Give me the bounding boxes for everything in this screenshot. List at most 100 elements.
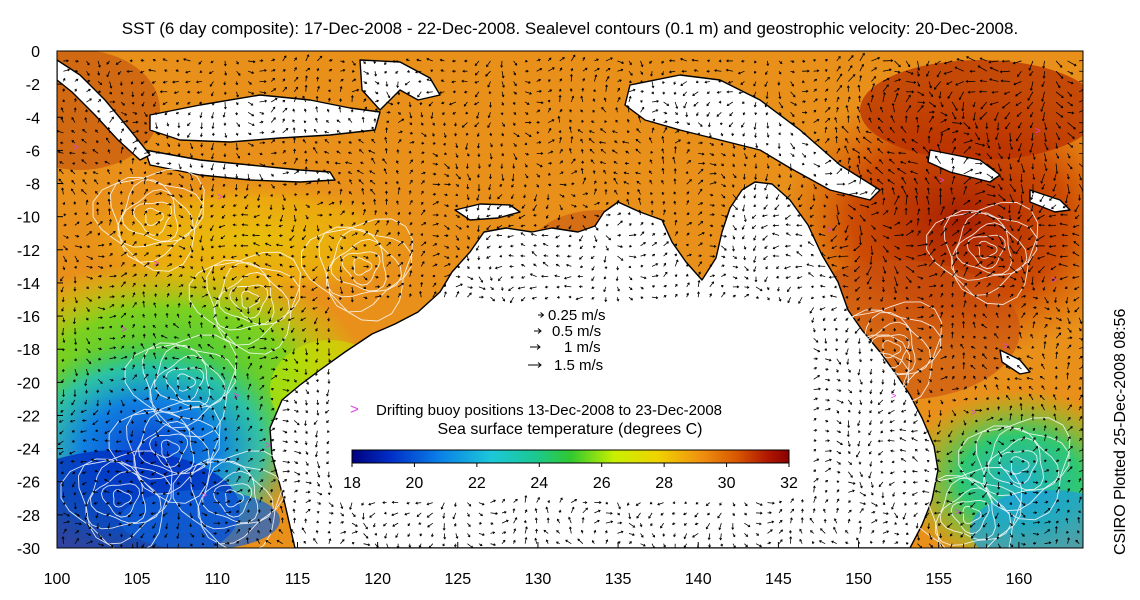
velocity-vector [247,91,255,95]
velocity-vector [856,137,861,144]
velocity-vector [185,70,191,74]
velocity-vector [605,84,608,92]
sealevel-contour [112,489,132,508]
velocity-vector [1078,108,1083,113]
velocity-vector [882,59,894,63]
velocity-vector [879,106,884,113]
velocity-vector [673,91,677,96]
velocity-vector [421,141,425,145]
velocity-vector [190,142,194,150]
velocity-vector [904,115,908,123]
velocity-vector [742,112,746,116]
velocity-vector [126,69,133,73]
velocity-vector [187,101,191,105]
velocity-vector [569,119,572,123]
velocity-vector [1009,132,1012,143]
velocity-vector [85,109,88,113]
velocity-vector [210,112,214,119]
velocity-vector [177,132,180,137]
velocity-vector [1002,101,1011,109]
velocity-vector [418,80,422,83]
velocity-vector [859,52,865,62]
velocity-vector [1067,142,1074,148]
velocity-vector [476,112,480,119]
velocity-vector [548,119,555,123]
velocity-vector [282,69,286,72]
velocity-vector [726,90,733,94]
velocity-vector [513,71,517,76]
velocity-vector [974,122,979,130]
velocity-vector [462,69,468,73]
velocity-vector [62,88,66,92]
velocity-vector [461,122,468,128]
velocity-vector [189,461,193,465]
velocity-vector [340,68,346,72]
velocity-vector [348,118,353,123]
velocity-vector [117,70,122,75]
sealevel-contour [854,311,932,381]
velocity-vector [97,109,100,113]
velocity-vector [581,87,585,92]
velocity-vector [1005,122,1011,130]
velocity-vector [248,60,256,64]
velocity-vector [177,143,181,148]
velocity-vector [247,81,252,85]
velocity-vector [131,101,135,105]
velocity-vector [415,70,422,74]
velocity-vector [500,143,504,147]
velocity-vector [753,81,757,87]
velocity-vector [305,67,311,72]
velocity-vector [951,101,958,111]
velocity-vector [878,126,884,134]
velocity-vector [882,84,889,93]
velocity-vector [737,70,745,75]
velocity-vector [682,91,688,97]
velocity-vector [604,120,607,123]
velocity-vector [790,101,797,106]
velocity-vector [905,94,911,103]
velocity-vector [900,126,907,134]
velocity-vector [501,91,505,98]
velocity-vector [871,56,881,62]
velocity-vector [487,112,491,119]
velocity-vector [187,132,191,138]
velocity-vector [374,71,378,77]
y-tick-label: -20 [17,375,40,392]
velocity-vector [1015,132,1022,142]
velocity-vector [474,80,480,84]
velocity-vector [74,78,79,82]
velocity-vector [1003,91,1011,95]
velocity-vector [972,112,976,122]
velocity-vector [841,125,849,134]
velocity-vector [397,118,405,123]
velocity-vector [996,122,1000,131]
velocity-vector [363,98,367,103]
velocity-vector [1079,59,1083,62]
velocity-vector [361,129,364,134]
velocity-vector [315,95,319,103]
velocity-vector [847,96,851,103]
velocity-vector [316,85,320,92]
velocity-vector [350,109,354,113]
velocity-vector [513,132,520,137]
velocity-vector [159,90,168,94]
velocity-vector [82,128,87,134]
velocity-vector [580,109,584,113]
velocity-vector [836,73,843,82]
velocity-vector [834,117,838,123]
velocity-vector [905,70,914,75]
velocity-vector [236,60,239,65]
velocity-vector [707,122,711,128]
velocity-vector [731,132,735,137]
velocity-vector [443,132,447,138]
sealevel-contour [165,367,205,402]
velocity-vector [404,81,410,86]
velocity-vector [778,71,782,75]
velocity-vector [636,128,641,134]
velocity-vector [663,127,668,134]
velocity-vector [440,69,445,73]
velocity-vector [766,132,770,138]
velocity-vector [454,122,457,127]
velocity-vector [824,76,830,82]
velocity-vector [802,100,806,104]
